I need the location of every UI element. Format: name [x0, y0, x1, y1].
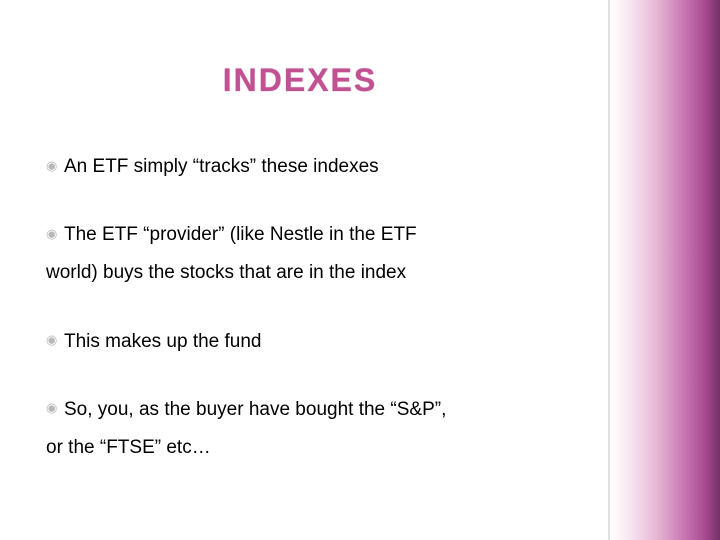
bullet-marker-icon: ◉: [46, 222, 57, 245]
bullet-marker-icon: ◉: [46, 154, 57, 177]
bullet-text: This makes up the fund: [64, 331, 262, 352]
slide-title: INDEXES: [0, 62, 600, 99]
bullet-text: So, you, as the buyer have bought the “S…: [64, 399, 446, 420]
bullet-text: The ETF “provider” (like Nestle in the E…: [64, 224, 417, 245]
bullet-text-cont: world) buys the stocks that are in the i…: [46, 256, 586, 290]
slide-content: ◉ An ETF simply “tracks” these indexes ◉…: [46, 150, 586, 499]
bullet-text: An ETF simply “tracks” these indexes: [64, 156, 379, 177]
bullet-text-cont: or the “FTSE” etc…: [46, 431, 586, 465]
bullet-marker-icon: ◉: [46, 396, 57, 419]
bullet-item: ◉ This makes up the fund: [46, 325, 586, 359]
slide: INDEXES ◉ An ETF simply “tracks” these i…: [0, 0, 720, 540]
bullet-item: ◉ The ETF “provider” (like Nestle in the…: [46, 218, 586, 290]
bullet-marker-icon: ◉: [46, 328, 57, 351]
bullet-item: ◉ An ETF simply “tracks” these indexes: [46, 150, 586, 184]
side-gradient-decoration: [610, 0, 720, 540]
side-divider-line: [608, 0, 610, 540]
bullet-item: ◉ So, you, as the buyer have bought the …: [46, 393, 586, 465]
